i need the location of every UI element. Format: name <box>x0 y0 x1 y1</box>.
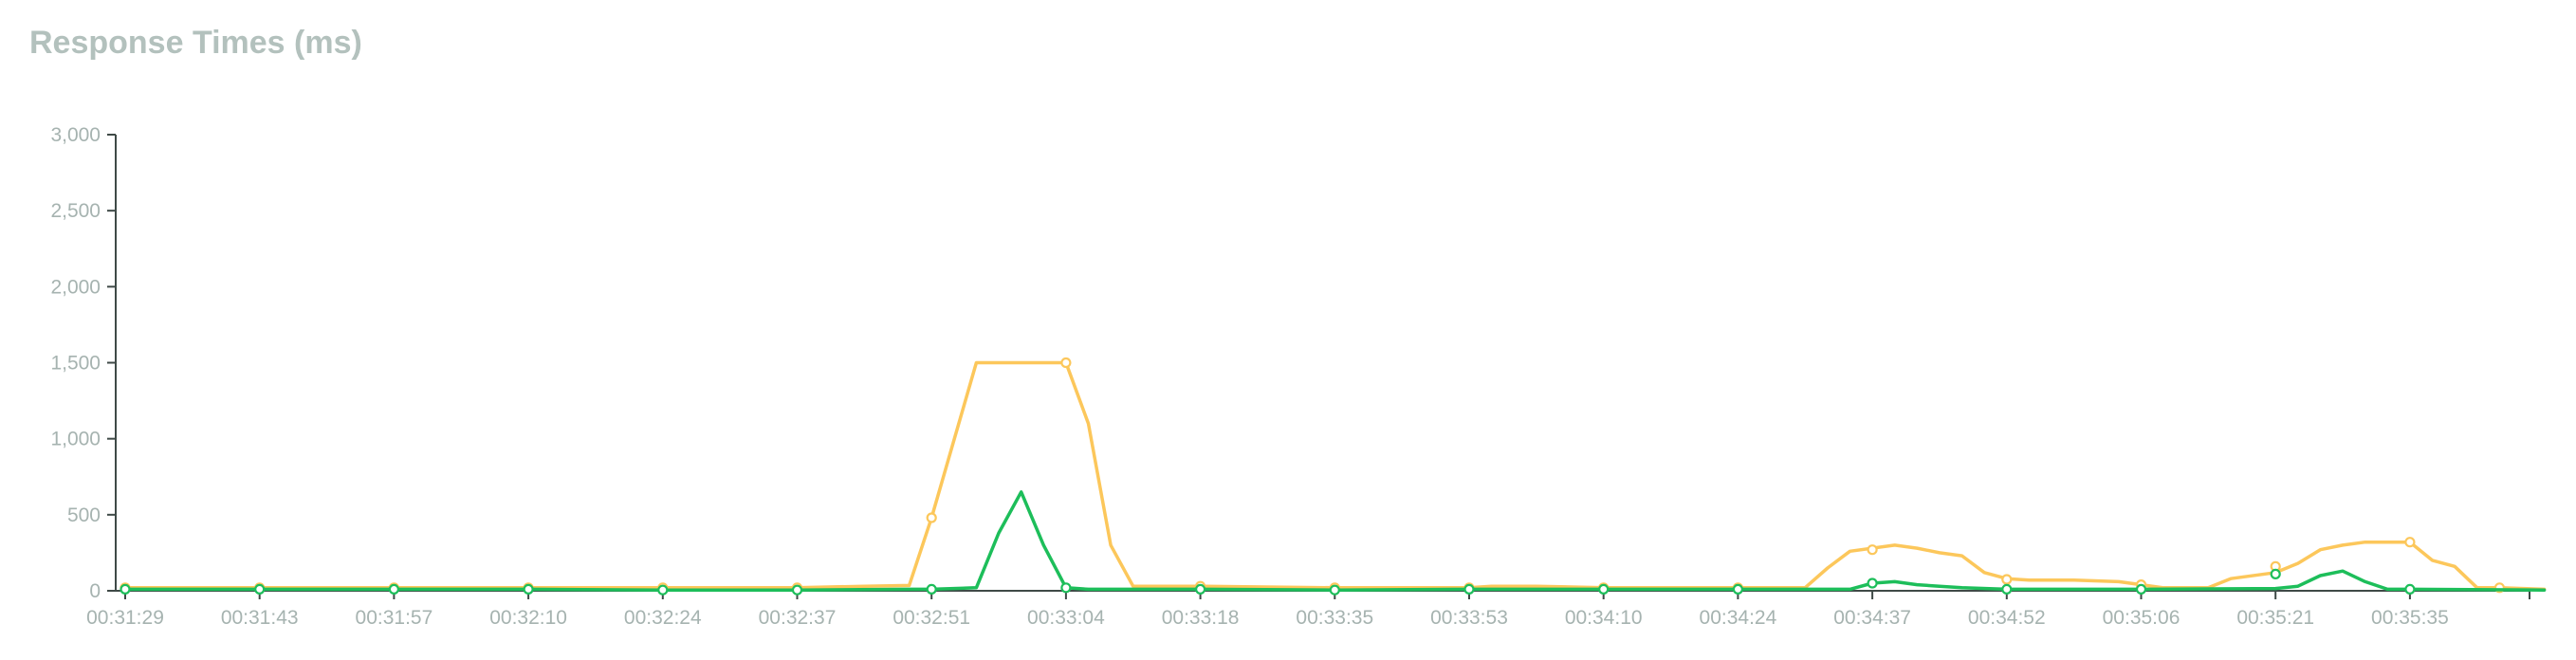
series-2-point[interactable] <box>926 583 937 596</box>
chart-title: Response Times (ms) <box>29 25 362 61</box>
series-2-line <box>123 490 2547 592</box>
x-tick-label: 00:34:24 <box>1700 607 1777 629</box>
series-2-point[interactable] <box>1732 583 1744 596</box>
series-1 <box>120 357 2547 594</box>
series-2-point[interactable] <box>1329 584 1340 596</box>
x-tick-label: 00:31:29 <box>86 607 164 629</box>
y-tick-label: 1,000 <box>50 429 101 450</box>
series-2 <box>120 490 2547 596</box>
y-tick-label: 0 <box>89 580 101 602</box>
y-tick-label: 3,000 <box>50 124 101 146</box>
series-2-point[interactable] <box>1060 582 1072 594</box>
series-1-point[interactable] <box>926 512 937 523</box>
series-1-point[interactable] <box>1060 357 1072 369</box>
series-layer <box>120 357 2547 596</box>
x-tick-label: 00:33:18 <box>1162 607 1240 629</box>
x-tick-label: 00:35:35 <box>2371 607 2449 629</box>
series-2-point[interactable] <box>791 584 803 596</box>
y-tick-label: 1,500 <box>50 353 101 375</box>
series-2-point[interactable] <box>2404 583 2416 596</box>
series-2-point[interactable] <box>2001 583 2013 596</box>
x-tick-label: 00:34:37 <box>1833 607 1911 629</box>
x-tick-label: 00:31:43 <box>221 607 299 629</box>
y-tick-label: 500 <box>67 504 101 526</box>
series-1-point[interactable] <box>2001 574 2013 585</box>
x-tick-label: 00:33:04 <box>1027 607 1105 629</box>
y-axis: 0 500 1,000 1,500 2,000 2,500 3,000 <box>50 124 117 602</box>
series-2-point[interactable] <box>120 583 131 596</box>
x-tick-label: 00:34:52 <box>1968 607 2046 629</box>
series-2-point[interactable] <box>657 584 669 596</box>
series-1-line <box>123 360 2547 592</box>
x-tick-label: 00:32:10 <box>489 607 567 629</box>
series-2-point[interactable] <box>1194 583 1206 596</box>
series-2-point[interactable] <box>1598 583 1610 596</box>
x-tick-label: 00:32:37 <box>759 607 837 629</box>
x-tick-label: 00:32:51 <box>892 607 970 629</box>
series-1-point[interactable] <box>2404 537 2416 548</box>
series-2-point[interactable] <box>254 583 266 596</box>
x-tick-label: 00:31:57 <box>356 607 433 629</box>
x-tick-label: 00:35:21 <box>2236 607 2314 629</box>
series-2-point[interactable] <box>2135 583 2147 596</box>
x-tick-label: 00:35:06 <box>2103 607 2180 629</box>
x-tick-label: 00:34:10 <box>1565 607 1643 629</box>
series-2-point[interactable] <box>1867 578 1878 589</box>
y-tick-label: 2,000 <box>50 276 101 298</box>
x-axis: 00:31:29 00:31:43 00:31:57 00:32:10 00:32:24… <box>86 590 2530 629</box>
x-tick-label: 00:32:24 <box>624 607 702 629</box>
series-1-point[interactable] <box>1867 544 1878 556</box>
series-2-point[interactable] <box>1463 583 1475 596</box>
y-tick-label: 2,500 <box>50 200 101 222</box>
series-2-point[interactable] <box>388 583 399 596</box>
series-2-point[interactable] <box>523 583 534 596</box>
series-2-point[interactable] <box>2270 568 2281 580</box>
x-tick-label: 00:33:35 <box>1296 607 1373 629</box>
x-tick-label: 00:33:53 <box>1430 607 1508 629</box>
